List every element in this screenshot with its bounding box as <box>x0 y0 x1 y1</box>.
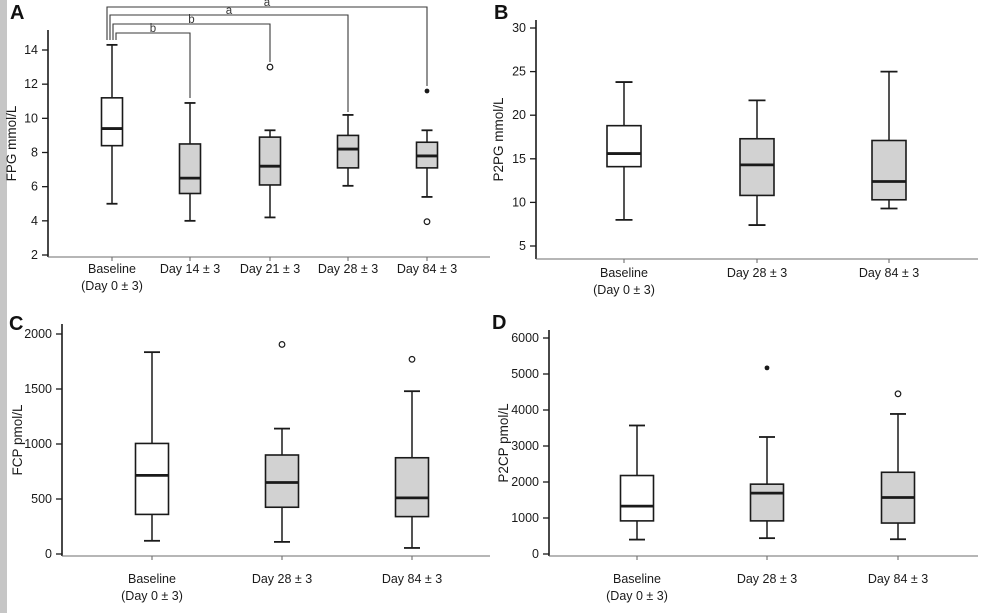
svg-text:2000: 2000 <box>511 475 539 489</box>
panel-c-label: C <box>9 313 24 335</box>
svg-text:Day 28 ± 3: Day 28 ± 3 <box>318 262 378 276</box>
svg-text:1500: 1500 <box>24 382 52 396</box>
svg-text:2: 2 <box>31 248 38 262</box>
svg-text:Day 84 ± 3: Day 84 ± 3 <box>382 572 442 586</box>
svg-text:10: 10 <box>512 195 526 209</box>
svg-text:(Day 0 ± 3): (Day 0 ± 3) <box>121 589 183 603</box>
svg-text:10: 10 <box>24 111 38 125</box>
boxplot-panel-c-fcp: 0 500 1000 1500 2000 FCP pmol/L Baseline (Day 0… <box>10 324 490 603</box>
svg-text:b: b <box>150 23 156 35</box>
svg-text:Day 14 ± 3: Day 14 ± 3 <box>160 262 220 276</box>
svg-text:6: 6 <box>31 180 38 194</box>
panel-d-label: D <box>492 312 507 334</box>
svg-text:Baseline: Baseline <box>128 572 176 586</box>
svg-text:a: a <box>264 0 271 9</box>
boxplot-panel-b-p2pg: 5 10 15 20 25 30 P2PG mmol/L Baseline (Day 0 ± 3… <box>491 20 978 297</box>
svg-text:12: 12 <box>24 77 38 91</box>
svg-text:4: 4 <box>31 214 38 228</box>
svg-text:30: 30 <box>512 21 526 35</box>
svg-text:b: b <box>188 14 194 26</box>
svg-text:P2CP pmol/L: P2CP pmol/L <box>496 403 511 483</box>
svg-text:Day 28 ± 3: Day 28 ± 3 <box>737 572 797 586</box>
svg-text:FCP pmol/L: FCP pmol/L <box>10 404 25 476</box>
svg-text:2000: 2000 <box>24 327 52 341</box>
svg-text:4000: 4000 <box>511 403 539 417</box>
panel-b-label: B <box>494 2 509 24</box>
svg-text:500: 500 <box>31 492 52 506</box>
svg-text:Day 28 ± 3: Day 28 ± 3 <box>727 266 787 280</box>
svg-text:0: 0 <box>45 547 52 561</box>
svg-text:Baseline: Baseline <box>88 262 136 276</box>
svg-text:FPG mmol/L: FPG mmol/L <box>4 105 19 181</box>
svg-text:14: 14 <box>24 43 38 57</box>
svg-text:(Day 0 ± 3): (Day 0 ± 3) <box>81 279 143 293</box>
svg-text:Baseline: Baseline <box>600 266 648 280</box>
svg-text:15: 15 <box>512 152 526 166</box>
panel-a-label: A <box>10 2 25 24</box>
svg-text:Day 84 ± 3: Day 84 ± 3 <box>859 266 919 280</box>
svg-text:Day 84 ± 3: Day 84 ± 3 <box>868 572 928 586</box>
boxplot-panel-a-fpg: 2 4 6 8 10 12 14 FPG mmol/L Baseline (Day 0 ± 3) D… <box>4 0 490 293</box>
svg-text:1000: 1000 <box>24 437 52 451</box>
svg-text:1000: 1000 <box>511 511 539 525</box>
svg-text:5000: 5000 <box>511 367 539 381</box>
svg-text:Day 84 ± 3: Day 84 ± 3 <box>397 262 457 276</box>
svg-text:5: 5 <box>519 239 526 253</box>
svg-text:Day 28 ± 3: Day 28 ± 3 <box>252 572 312 586</box>
svg-text:(Day 0 ± 3): (Day 0 ± 3) <box>606 589 668 603</box>
svg-text:0: 0 <box>532 547 539 561</box>
svg-text:25: 25 <box>512 65 526 79</box>
svg-text:(Day 0 ± 3): (Day 0 ± 3) <box>593 283 655 297</box>
svg-text:Baseline: Baseline <box>613 572 661 586</box>
svg-text:Day 21 ± 3: Day 21 ± 3 <box>240 262 300 276</box>
svg-text:8: 8 <box>31 146 38 160</box>
boxplot-panel-d-p2cp: 0 1000 2000 3000 4000 5000 6000 P2CP pmol/L Base… <box>496 330 978 603</box>
svg-text:3000: 3000 <box>511 439 539 453</box>
svg-text:a: a <box>226 5 233 17</box>
page-margin-strip <box>0 0 7 613</box>
svg-text:P2PG mmol/L: P2PG mmol/L <box>491 97 506 182</box>
svg-text:6000: 6000 <box>511 331 539 345</box>
svg-text:20: 20 <box>512 108 526 122</box>
